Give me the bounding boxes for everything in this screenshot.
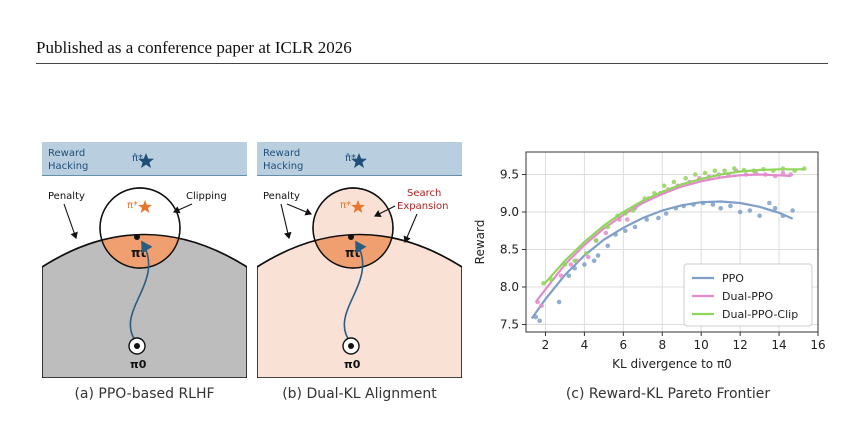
legend-label: Dual-PPO <box>722 290 773 303</box>
point-dual-ppo <box>780 170 786 176</box>
star-navy-icon <box>351 153 367 168</box>
y-tick-label: 9.5 <box>500 168 519 182</box>
legend-label: PPO <box>722 272 744 285</box>
hat-pi-star-label: π̂* <box>345 152 356 164</box>
point-ppo <box>710 202 716 207</box>
search-label-line1: Search <box>407 188 441 199</box>
point-ppo <box>632 224 638 230</box>
point-ppo <box>737 209 743 215</box>
point-dual-ppo-clip <box>593 238 599 243</box>
point-ppo <box>582 262 587 267</box>
point-ppo <box>790 208 795 213</box>
optimization-path-arrow <box>343 240 367 344</box>
point-ppo <box>591 258 597 264</box>
hat-pi-star-label: π̂* <box>132 152 143 164</box>
point-ppo <box>747 208 753 213</box>
x-axis-label: KL divergence to π0 <box>612 357 732 371</box>
point-ppo <box>757 213 762 219</box>
x-tick-label: 12 <box>732 338 747 352</box>
y-tick-label: 9.0 <box>500 205 519 219</box>
point-ppo <box>663 211 669 216</box>
point-ppo <box>537 318 542 324</box>
caption-c: (c) Reward-KL Pareto Frontier <box>565 386 771 402</box>
fit-line-dual-ppo-clip <box>542 168 805 286</box>
point-dual-ppo <box>539 303 544 309</box>
point-dual-ppo <box>568 262 574 267</box>
caption-b: (b) Dual-KL Alignment <box>282 386 437 402</box>
caption-a: (a) PPO-based RLHF <box>74 386 215 402</box>
point-dual-ppo-clip <box>605 224 611 230</box>
y-tick-label: 7.5 <box>500 318 519 332</box>
pi-0-label: π0 <box>130 358 147 371</box>
panel-b-diagram: Reward Hacking π̂* π* πt π0 Penalty Sear… <box>257 142 462 378</box>
x-tick-label: 8 <box>658 338 666 352</box>
penalty-label: Penalty <box>263 191 300 202</box>
point-ppo <box>622 228 628 234</box>
x-tick-label: 14 <box>771 338 786 352</box>
legend-box <box>683 263 813 327</box>
search-label-line2: Expansion <box>397 201 449 212</box>
x-tick-label: 6 <box>620 338 628 352</box>
point-ppo <box>772 205 778 211</box>
point-dual-ppo-clip <box>731 166 737 171</box>
point-dual-ppo <box>585 254 591 260</box>
point-dual-ppo-clip <box>702 170 708 176</box>
plot-frame <box>525 151 819 333</box>
point-ppo <box>767 200 772 206</box>
pi-t-label: πt <box>131 246 146 260</box>
point-ppo <box>595 253 601 258</box>
x-tick-label: 2 <box>542 338 550 352</box>
y-axis-label: Reward <box>473 220 487 265</box>
pi-t-label: πt <box>345 246 360 260</box>
point-dual-ppo-clip <box>712 168 718 174</box>
star-orange-icon <box>138 200 152 213</box>
pi-star-label: π* <box>127 200 138 211</box>
fit-line-dual-ppo <box>534 173 791 303</box>
legend-label: Dual-PPO-Clip <box>722 308 798 321</box>
band-label-line1: Reward <box>263 148 300 159</box>
x-tick-label: 10 <box>694 338 709 352</box>
point-dual-ppo-clip <box>630 208 636 213</box>
pi-star-label: π* <box>340 200 351 211</box>
y-tick-label: 8.0 <box>500 280 519 294</box>
pareto-chart: 2 4 6 8 10 12 14 16 7.5 8.0 8.5 9.0 9.5 KL divergence… <box>473 151 826 371</box>
clipping-label: Clipping <box>186 191 227 202</box>
point-dual-ppo-clip <box>693 172 698 177</box>
star-navy-icon <box>138 153 154 168</box>
point-ppo <box>644 217 649 222</box>
page-header: Published as a conference paper at ICLR … <box>36 38 828 64</box>
clipped-region <box>100 234 180 268</box>
y-tick-label: 8.5 <box>500 243 519 257</box>
panel-a-diagram: Reward Hacking π̂* π* πt π0 Penalty Clip… <box>42 142 247 378</box>
x-tick-label: 16 <box>810 338 825 352</box>
optimization-path-arrow <box>129 240 153 344</box>
fit-line-ppo <box>530 200 794 320</box>
pi-0-label: π0 <box>344 358 361 371</box>
point-dual-ppo-clip <box>584 250 589 256</box>
band-label-line2: Hacking <box>263 161 303 172</box>
penalty-label: Penalty <box>48 191 85 202</box>
point-ppo <box>718 205 723 211</box>
point-ppo <box>656 215 661 221</box>
point-dual-ppo-clip <box>671 179 677 185</box>
band-label-line1: Reward <box>48 148 85 159</box>
band-label-line2: Hacking <box>48 161 88 172</box>
point-dual-ppo-clip <box>683 175 688 181</box>
point-dual-ppo-clip <box>722 168 727 174</box>
point-dual-ppo <box>624 217 630 222</box>
point-ppo <box>566 273 572 279</box>
star-orange-icon <box>351 200 365 213</box>
point-ppo <box>556 299 562 305</box>
point-dual-ppo-clip <box>572 258 577 264</box>
expanded-region <box>313 234 393 268</box>
x-tick-label: 4 <box>581 338 589 352</box>
point-ppo <box>605 243 611 249</box>
point-dual-ppo <box>603 230 609 236</box>
point-ppo <box>728 203 733 209</box>
point-dual-ppo-clip <box>661 183 667 189</box>
point-dual-ppo <box>558 273 564 279</box>
